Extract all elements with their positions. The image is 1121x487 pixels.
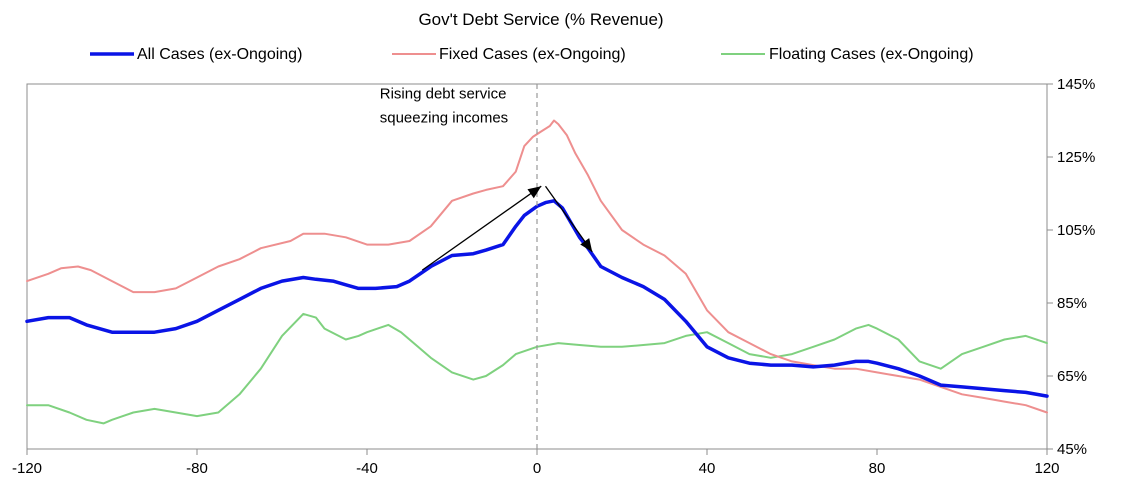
annotation-arrows (421, 185, 593, 271)
x-tick-label: -40 (356, 460, 378, 477)
annotation-arrow-head (527, 186, 542, 199)
annotation-arrow-line (544, 185, 593, 253)
x-tick-label: -80 (186, 460, 208, 477)
legend-item-all-cases: All Cases (ex-Ongoing) (90, 46, 302, 63)
x-tick-label: 120 (1034, 460, 1059, 477)
series-line-floating-cases (26, 312, 1048, 425)
legend-label-fixed-cases: Fixed Cases (ex-Ongoing) (439, 46, 626, 63)
series-line-fixed-cases (26, 119, 1048, 414)
annotation-arrow-head (580, 238, 593, 252)
chart-title: Gov't Debt Service (% Revenue) (418, 10, 663, 29)
y-tick-label: 85% (1057, 295, 1087, 312)
annotation-line-1: Rising debt service (380, 86, 507, 103)
legend-label-all-cases: All Cases (ex-Ongoing) (137, 46, 302, 63)
y-tick-label: 145% (1057, 76, 1095, 93)
y-axis: 45% 65% 85% 105% 125% 145% (1047, 76, 1095, 458)
legend-item-floating-cases: Floating Cases (ex-Ongoing) (721, 46, 974, 63)
y-tick-label: 125% (1057, 149, 1095, 166)
legend-item-fixed-cases: Fixed Cases (ex-Ongoing) (392, 46, 626, 63)
annotation-arrow-line (421, 185, 542, 271)
series-line-all-cases (25, 199, 1049, 398)
x-tick-label: 80 (869, 460, 886, 477)
annotation-text: Rising debt service squeezing incomes (380, 86, 511, 127)
x-tick-label: 40 (699, 460, 716, 477)
y-tick-label: 45% (1057, 441, 1087, 458)
y-tick-label: 105% (1057, 222, 1095, 239)
x-tick-label: 0 (533, 460, 541, 477)
x-tick-label: -120 (12, 460, 42, 477)
legend: All Cases (ex-Ongoing) Fixed Cases (ex-O… (90, 46, 974, 63)
y-tick-label: 65% (1057, 368, 1087, 385)
legend-label-floating-cases: Floating Cases (ex-Ongoing) (769, 46, 974, 63)
annotation-line-2: squeezing incomes (380, 110, 508, 127)
series-layer (25, 119, 1049, 425)
x-axis: -120 -80 -40 0 40 80 120 (12, 449, 1060, 477)
